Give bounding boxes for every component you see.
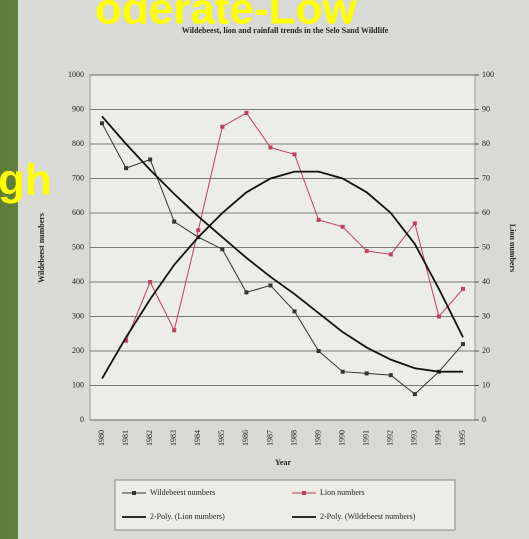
y2-tick-label: 70	[482, 173, 490, 182]
x-tick-label: 1984	[193, 430, 202, 446]
marker	[340, 224, 345, 229]
legend-marker	[132, 491, 136, 495]
legend-label: 2-Poly. (Wildebeest numbers)	[320, 512, 416, 521]
marker	[196, 228, 201, 233]
x-tick-label: 1990	[337, 430, 346, 446]
x-tick-label: 1983	[169, 430, 178, 446]
x-axis-label: Year	[275, 458, 291, 467]
marker	[244, 290, 249, 295]
x-tick-label: 1986	[241, 430, 250, 446]
y2-tick-label: 100	[482, 70, 494, 79]
x-tick-label: 1985	[217, 430, 226, 446]
marker	[412, 392, 417, 397]
y-tick-label: 800	[72, 139, 84, 148]
x-tick-label: 1982	[145, 430, 154, 446]
y2-tick-label: 90	[482, 104, 490, 113]
y-tick-label: 500	[72, 242, 84, 251]
y-tick-label: 1000	[68, 70, 84, 79]
legend-label: Wildebeest numbers	[150, 488, 215, 497]
x-tick-label: 1995	[458, 430, 467, 446]
y2-tick-label: 60	[482, 208, 490, 217]
legend-label: Lion numbers	[320, 488, 365, 497]
marker	[364, 248, 369, 253]
side-text: gh	[0, 156, 52, 205]
y2-tick-label: 80	[482, 139, 490, 148]
marker	[388, 373, 393, 378]
y2-tick-label: 50	[482, 242, 490, 251]
chart-title: Wildebeest, lion and rainfall trends in …	[182, 26, 389, 35]
trend-line	[101, 170, 464, 380]
data-line	[101, 123, 464, 395]
heading: oderate-Low	[95, 0, 357, 34]
marker	[316, 349, 321, 353]
y2-tick-label: 0	[482, 415, 486, 424]
y2-tick-label: 20	[482, 346, 490, 355]
x-tick-label: 1981	[121, 430, 130, 446]
x-tick-label: 1992	[386, 430, 395, 446]
x-tick-label: 1987	[265, 430, 274, 446]
marker	[268, 283, 273, 288]
marker	[412, 221, 417, 226]
marker	[148, 157, 153, 162]
y-tick-label: 700	[72, 173, 84, 182]
marker	[292, 152, 297, 157]
y-tick-label: 300	[72, 311, 84, 320]
x-tick-label: 1994	[434, 430, 443, 446]
legend-label: 2-Poly. (Lion numbers)	[150, 512, 225, 521]
marker	[172, 219, 177, 224]
legend-marker	[302, 491, 306, 495]
x-tick-label: 1991	[362, 430, 371, 446]
marker	[124, 338, 129, 343]
marker	[292, 309, 297, 314]
marker	[220, 247, 225, 252]
x-tick-label: 1988	[289, 430, 298, 446]
marker	[124, 166, 129, 171]
trend-line	[101, 115, 463, 373]
marker	[340, 369, 345, 374]
marker	[316, 217, 321, 222]
y-tick-label: 0	[80, 415, 84, 424]
x-tick-label: 1989	[313, 430, 322, 446]
marker	[268, 145, 273, 150]
marker	[364, 371, 369, 376]
marker	[436, 314, 441, 319]
x-tick-label: 1993	[410, 430, 419, 446]
y-axis-label: Wildebeest numbers	[37, 213, 46, 283]
y2-tick-label: 10	[482, 380, 490, 389]
marker	[388, 252, 393, 257]
y2-tick-label: 30	[482, 311, 490, 320]
y2-tick-label: 40	[482, 277, 490, 286]
legend	[114, 479, 456, 531]
marker	[460, 342, 465, 347]
marker	[172, 328, 177, 333]
y-tick-label: 900	[72, 104, 84, 113]
y-tick-label: 600	[72, 208, 84, 217]
y-tick-label: 400	[72, 277, 84, 286]
marker	[460, 286, 465, 291]
marker	[100, 121, 105, 126]
marker	[220, 124, 225, 129]
x-tick-label: 1980	[97, 430, 106, 446]
y-tick-label: 100	[72, 380, 84, 389]
y2-axis-label: Lion numbers	[508, 224, 517, 272]
y-tick-label: 200	[72, 346, 84, 355]
marker	[244, 110, 249, 115]
marker	[148, 280, 153, 284]
